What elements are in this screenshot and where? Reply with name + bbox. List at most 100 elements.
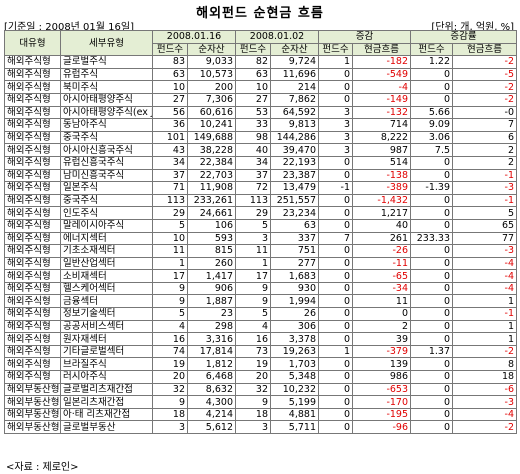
header-change: 증감 <box>317 30 412 44</box>
cell-fund-count-0116: 37 <box>152 168 188 183</box>
header-category: 대유형 <box>4 29 61 57</box>
cell-fund-count-0102: 10 <box>235 80 271 94</box>
cell-fund-count-0102: 5 <box>235 307 271 321</box>
cell-category: 해외주식형 <box>4 244 61 258</box>
header-fund-count: 펀드수 <box>152 42 188 57</box>
cell-cash-flow-change: 987 <box>351 143 412 157</box>
cell-fund-count-rate: -1.39 <box>410 181 454 195</box>
table-row: 해외주식형 동남아주식 36 10,241 33 9,813 3 714 9.09 7 <box>4 118 518 132</box>
cell-fund-count-0116: 63 <box>152 67 188 82</box>
cell-cash-flow-change: -549 <box>351 67 412 82</box>
cell-fund-count-0102: 34 <box>235 155 271 170</box>
cell-cash-flow-rate: 1 <box>452 294 518 309</box>
cell-fund-count-0116: 56 <box>152 105 188 120</box>
table-row: 해외주식형 말레이시아주식 5 106 5 63 0 40 0 65 <box>4 218 518 233</box>
cell-cash-flow-change: -653 <box>351 382 412 397</box>
table-row: 해외주식형 기초소재섹터 11 815 11 751 0 -26 0 -3 <box>4 244 518 258</box>
cell-cash-flow-change: 40 <box>351 218 412 233</box>
cell-fund-count-0116: 43 <box>152 143 188 157</box>
cell-subtype: 헬스케어섹터 <box>60 281 153 296</box>
cell-fund-count-0102: 37 <box>235 168 271 183</box>
table-row: 해외주식형 중국주식 101 149,688 98 144,286 3 8,222 3.06 6 <box>4 130 518 145</box>
cell-subtype: 소비재섹터 <box>60 269 153 283</box>
cell-fund-count-0116: 16 <box>152 332 188 346</box>
cell-cash-flow-change: -4 <box>351 80 412 94</box>
cell-fund-count-rate: 0 <box>410 67 454 82</box>
cell-cash-flow-change: -11 <box>351 256 412 271</box>
cell-subtype: 정보기술섹터 <box>60 307 153 321</box>
cell-net-assets-0102: 9,813 <box>270 118 319 132</box>
cell-cash-flow-change: 11 <box>351 294 412 309</box>
cell-net-assets-0116: 38,228 <box>187 143 236 157</box>
table-row: 해외주식형 공공서비스섹터 4 298 4 306 0 2 0 1 <box>4 319 518 334</box>
cell-fund-count-0102: 20 <box>235 370 271 384</box>
cell-category: 해외주식형 <box>4 143 61 157</box>
cell-cash-flow-rate: -3 <box>452 181 518 195</box>
cell-subtype: 기타글로벌섹터 <box>60 344 153 359</box>
cell-cash-flow-rate: -2 <box>452 344 518 359</box>
cell-fund-count-0116: 32 <box>152 382 188 397</box>
cell-net-assets-0116: 23 <box>187 307 236 321</box>
table-row: 해외주식형 아시아태평양주식 27 7,306 27 7,862 0 -149 0 -2 <box>4 92 518 107</box>
cell-net-assets-0102: 1,994 <box>270 294 319 309</box>
cell-net-assets-0102: 337 <box>270 231 319 246</box>
cell-fund-count-0102: 19 <box>235 357 271 372</box>
cell-cash-flow-rate: 77 <box>452 231 518 246</box>
table-row: 해외부동산형 글로벌리츠재간접 32 8,632 32 10,232 0 -653 0 -6 <box>4 382 518 397</box>
cell-net-assets-0116: 1,812 <box>187 357 236 372</box>
cell-fund-count-0102: 9 <box>235 281 271 296</box>
cell-fund-count-0102: 27 <box>235 92 271 107</box>
cell-net-assets-0116: 815 <box>187 244 236 258</box>
cell-fund-count-rate: 3.06 <box>410 130 454 145</box>
cell-cash-flow-rate: 6 <box>452 130 518 145</box>
cell-net-assets-0102: 39,470 <box>270 143 319 157</box>
cell-subtype: 아시아태평양주식 <box>60 92 153 107</box>
cell-net-assets-0116: 4,300 <box>187 395 236 409</box>
cell-net-assets-0102: 19,263 <box>270 344 319 359</box>
cell-fund-count-0102: 3 <box>235 420 271 434</box>
cell-cash-flow-change: 514 <box>351 155 412 170</box>
cell-fund-count-change: 3 <box>318 118 353 132</box>
header-net-assets: 순자산 <box>187 42 236 57</box>
header-date2: 2008.01.02 <box>235 30 319 44</box>
cell-cash-flow-change: -138 <box>351 168 412 183</box>
cell-net-assets-0102: 9,724 <box>270 55 319 69</box>
cell-fund-count-change: 0 <box>318 307 353 321</box>
cell-cash-flow-change: -195 <box>351 407 412 422</box>
cell-cash-flow-change: 8,222 <box>351 130 412 145</box>
cell-subtype: 북미주식 <box>60 80 153 94</box>
cell-net-assets-0102: 26 <box>270 307 319 321</box>
cell-fund-count-change: 1 <box>318 55 353 69</box>
cell-fund-count-0116: 29 <box>152 206 188 220</box>
cell-cash-flow-change: 986 <box>351 370 412 384</box>
cell-fund-count-0102: 40 <box>235 143 271 157</box>
cell-category: 해외주식형 <box>4 118 61 132</box>
cell-net-assets-0116: 106 <box>187 218 236 233</box>
cell-fund-count-0102: 3 <box>235 231 271 246</box>
cell-fund-count-0116: 19 <box>152 357 188 372</box>
cell-fund-count-rate: 0 <box>410 294 454 309</box>
cell-cash-flow-rate: 8 <box>452 357 518 372</box>
cell-net-assets-0116: 7,306 <box>187 92 236 107</box>
cell-subtype: 글로벌주식 <box>60 55 153 69</box>
cell-fund-count-0116: 10 <box>152 231 188 246</box>
cell-category: 해외주식형 <box>4 332 61 346</box>
cell-fund-count-change: 0 <box>318 395 353 409</box>
cell-fund-count-change: 3 <box>318 105 353 120</box>
table-row: 해외주식형 아시아태평양주식(ex J) 56 60,616 53 64,592 3 -132… <box>4 105 518 120</box>
cell-category: 해외주식형 <box>4 344 61 359</box>
cell-fund-count-rate: 0 <box>410 256 454 271</box>
cell-subtype: 원자재섹터 <box>60 332 153 346</box>
cell-category: 해외주식형 <box>4 307 61 321</box>
cell-fund-count-0102: 16 <box>235 332 271 346</box>
cell-fund-count-rate: 0 <box>410 206 454 220</box>
cell-fund-count-change: 7 <box>318 231 353 246</box>
cell-fund-count-0102: 29 <box>235 206 271 220</box>
cell-subtype: 공공서비스섹터 <box>60 319 153 334</box>
cell-fund-count-change: 0 <box>318 244 353 258</box>
cell-fund-count-change: 0 <box>318 67 353 82</box>
cell-subtype: 아·태 리츠재간접 <box>60 407 153 422</box>
cell-fund-count-rate: 0 <box>410 407 454 422</box>
cell-category: 해외주식형 <box>4 80 61 94</box>
cell-net-assets-0116: 22,703 <box>187 168 236 183</box>
